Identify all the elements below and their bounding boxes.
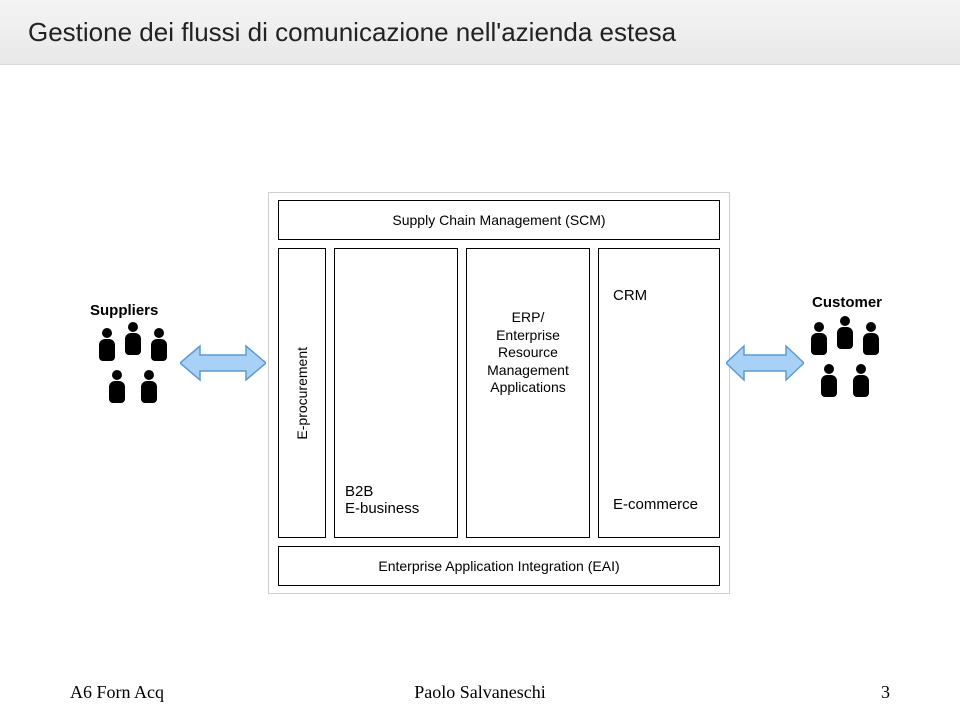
slide-footer: A6 Forn Acq Paolo Salvaneschi 3: [0, 682, 960, 710]
customer-label: Customer: [812, 294, 882, 311]
crm-label: CRM: [613, 287, 647, 304]
eproc-label: E-procurement: [294, 347, 310, 440]
diagram-stage: Supply Chain Management (SCM) E-procurem…: [0, 64, 960, 684]
eai-box: Enterprise Application Integration (EAI): [278, 546, 720, 586]
footer-right: 3: [881, 682, 890, 703]
eai-label: Enterprise Application Integration (EAI): [378, 558, 619, 574]
slide-header: Gestione dei flussi di comunicazione nel…: [0, 0, 960, 65]
eproc-box: E-procurement: [278, 248, 326, 538]
b2b-label: B2B E-business: [345, 483, 419, 517]
slide-title: Gestione dei flussi di comunicazione nel…: [28, 17, 676, 48]
left-double-arrow-icon: [180, 342, 266, 384]
suppliers-label: Suppliers: [90, 302, 158, 319]
ecom-label: E-commerce: [613, 496, 698, 513]
crm-ecom-box: CRM E-commerce: [598, 248, 720, 538]
scm-box: Supply Chain Management (SCM): [278, 200, 720, 240]
erp-box: ERP/ Enterprise Resource Management Appl…: [466, 248, 590, 538]
erp-label: ERP/ Enterprise Resource Management Appl…: [467, 309, 589, 397]
footer-center: Paolo Salvaneschi: [0, 682, 960, 703]
right-double-arrow-icon: [726, 342, 804, 384]
scm-label: Supply Chain Management (SCM): [392, 212, 605, 228]
b2b-box: B2B E-business: [334, 248, 458, 538]
